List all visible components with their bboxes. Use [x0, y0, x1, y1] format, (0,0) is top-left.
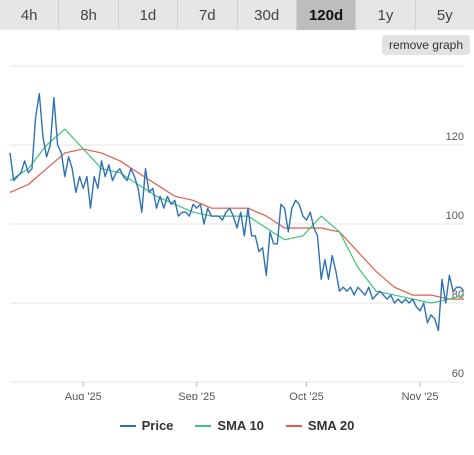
tab-30d[interactable]: 30d	[237, 0, 297, 30]
x-tick-label: Aug '25	[65, 391, 102, 400]
series-line-sma-10[interactable]	[9, 128, 465, 304]
legend-item-price[interactable]: Price	[119, 418, 174, 433]
tab-7d[interactable]: 7d	[178, 0, 238, 30]
tab-1d[interactable]: 1d	[118, 0, 179, 30]
legend-item-sma-20[interactable]: SMA 20	[285, 418, 355, 433]
series-line-sma-20[interactable]	[9, 148, 464, 300]
tab-8h[interactable]: 8h	[59, 0, 119, 30]
x-tick-label: Nov '25	[402, 391, 439, 400]
legend-swatch	[195, 424, 212, 427]
chart-legend: Price SMA 10 SMA 20	[0, 418, 474, 433]
tab-120d[interactable]: 120d	[296, 0, 357, 30]
remove-graph-button[interactable]: remove graph	[381, 35, 470, 55]
legend-item-sma-10[interactable]: SMA 10	[195, 418, 264, 433]
y-tick-label: 120	[446, 131, 464, 143]
legend-label: SMA 10	[217, 418, 264, 433]
x-tick-label: Oct '25	[289, 391, 324, 400]
legend-label: SMA 20	[307, 418, 355, 433]
y-tick-label: 60	[452, 368, 464, 380]
tab-1y[interactable]: 1y	[356, 0, 416, 30]
tab-5y[interactable]: 5y	[415, 0, 474, 30]
legend-swatch	[285, 424, 302, 427]
legend-swatch	[119, 424, 136, 427]
series-line-price[interactable]	[9, 93, 465, 332]
tab-4h[interactable]: 4h	[0, 0, 60, 30]
y-tick-label: 100	[446, 210, 464, 222]
timeframe-tabs: 4h 8h 1d 7d 30d 120d 1y 5y	[0, 0, 474, 30]
x-tick-label: Sep '25	[178, 391, 215, 400]
legend-label: Price	[141, 418, 174, 433]
